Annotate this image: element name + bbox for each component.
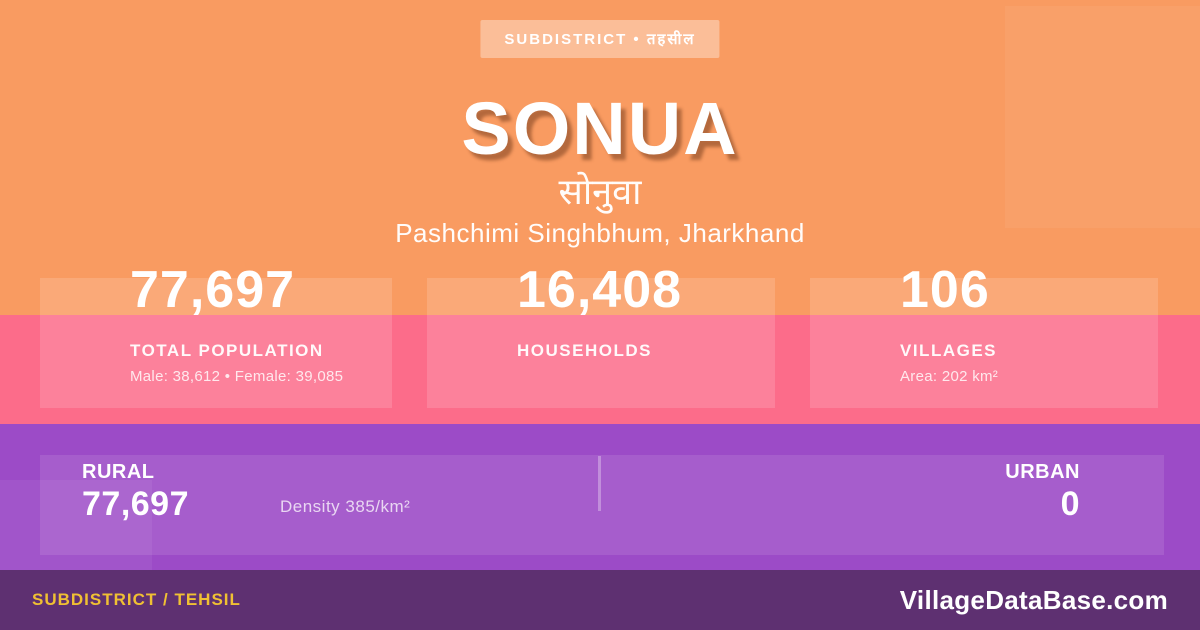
footer-type-label: SUBDISTRICT / TEHSIL — [32, 590, 241, 609]
villages-label: VILLAGES — [900, 341, 998, 360]
area-subtext: Area: 202 km² — [900, 368, 999, 385]
households-value: 16,408 — [517, 261, 683, 319]
location-subtitle: Pashchimi Singhbhum, Jharkhand — [395, 218, 805, 248]
urban-block: URBAN 0 — [1005, 460, 1080, 523]
page-title: SONUA — [461, 87, 739, 170]
rural-urban-band: RURAL 77,697 Density 385/km² URBAN 0 — [0, 424, 1200, 570]
band-left-accent — [0, 480, 152, 570]
stat-card-households: 16,408 HOUSEHOLDS — [427, 264, 775, 408]
rural-block: RURAL 77,697 — [82, 460, 189, 523]
male-female-breakdown: Male: 38,612 • Female: 39,085 — [130, 368, 344, 385]
rural-value: 77,697 — [82, 485, 189, 523]
rural-label: RURAL — [82, 461, 155, 483]
type-badge-label: SUBDISTRICT • तहसील — [504, 31, 696, 48]
villages-value: 106 — [900, 261, 990, 319]
band-overlay — [40, 455, 1164, 555]
total-population-value: 77,697 — [130, 261, 296, 319]
decor-rect-topright — [1005, 6, 1200, 228]
stat-card-total-population: 77,697 TOTAL POPULATION Male: 38,612 • F… — [40, 264, 392, 408]
native-title: सोनुवा — [558, 171, 642, 212]
footer-bar: SUBDISTRICT / TEHSIL VillageDataBase.com — [0, 570, 1200, 630]
households-label: HOUSEHOLDS — [517, 341, 652, 360]
urban-label: URBAN — [1005, 461, 1080, 483]
urban-value: 0 — [1060, 485, 1080, 523]
total-population-label: TOTAL POPULATION — [130, 341, 324, 360]
stat-card-villages: 106 VILLAGES Area: 202 km² — [810, 264, 1158, 408]
type-badge: SUBDISTRICT • तहसील — [480, 20, 720, 58]
stats-band-background — [0, 315, 1200, 424]
density-text: Density 385/km² — [280, 497, 411, 516]
rural-urban-divider — [598, 456, 601, 511]
footer-site-label: VillageDataBase.com — [899, 584, 1168, 615]
